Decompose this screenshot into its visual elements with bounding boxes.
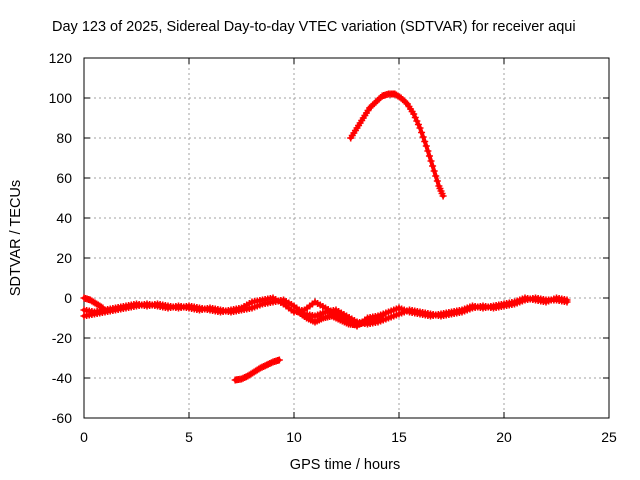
data-point	[418, 129, 426, 136]
series-start-spike	[80, 294, 107, 312]
data-point	[99, 304, 107, 312]
y-tick-label: -60	[52, 410, 72, 426]
x-axis-label: GPS time / hours	[290, 457, 400, 473]
x-tick-label: 25	[601, 429, 617, 445]
y-tick-label: 40	[56, 210, 72, 226]
y-tick-label: -40	[52, 370, 72, 386]
y-tick-label: 100	[49, 90, 73, 106]
series-high-arc	[347, 90, 447, 200]
y-tick-label: 20	[56, 250, 72, 266]
data-point	[430, 167, 438, 175]
plot-border	[83, 57, 610, 419]
data-point	[419, 133, 427, 141]
chart-title: Day 123 of 2025, Sidereal Day-to-day VTE…	[52, 19, 576, 35]
data-point	[432, 172, 440, 180]
data-point	[421, 138, 429, 145]
x-tick-label: 20	[496, 429, 512, 445]
data-point	[563, 296, 571, 304]
y-tick-label: -20	[52, 330, 72, 346]
y-axis-label: SDTVAR / TECUs	[8, 180, 24, 296]
x-tick-label: 10	[286, 429, 302, 445]
series-low-branch	[231, 356, 283, 384]
x-tick-label: 15	[391, 429, 407, 445]
data-point	[424, 147, 432, 155]
y-tick-label: 120	[49, 50, 73, 66]
data-point	[429, 162, 437, 170]
data-point	[427, 157, 435, 165]
data-point	[425, 152, 433, 160]
series-trace	[348, 92, 446, 198]
data-point	[422, 142, 430, 150]
y-tick-label: 60	[56, 170, 72, 186]
data-point	[378, 312, 386, 320]
data-point	[275, 356, 283, 364]
series-night-dip	[294, 308, 386, 329]
y-tick-label: 0	[64, 290, 72, 306]
y-tick-label: 80	[56, 130, 72, 146]
data-point	[439, 192, 447, 200]
x-tick-label: 0	[80, 429, 88, 445]
x-tick-label: 5	[185, 429, 193, 445]
data-point	[416, 124, 424, 132]
data-point	[433, 177, 441, 185]
